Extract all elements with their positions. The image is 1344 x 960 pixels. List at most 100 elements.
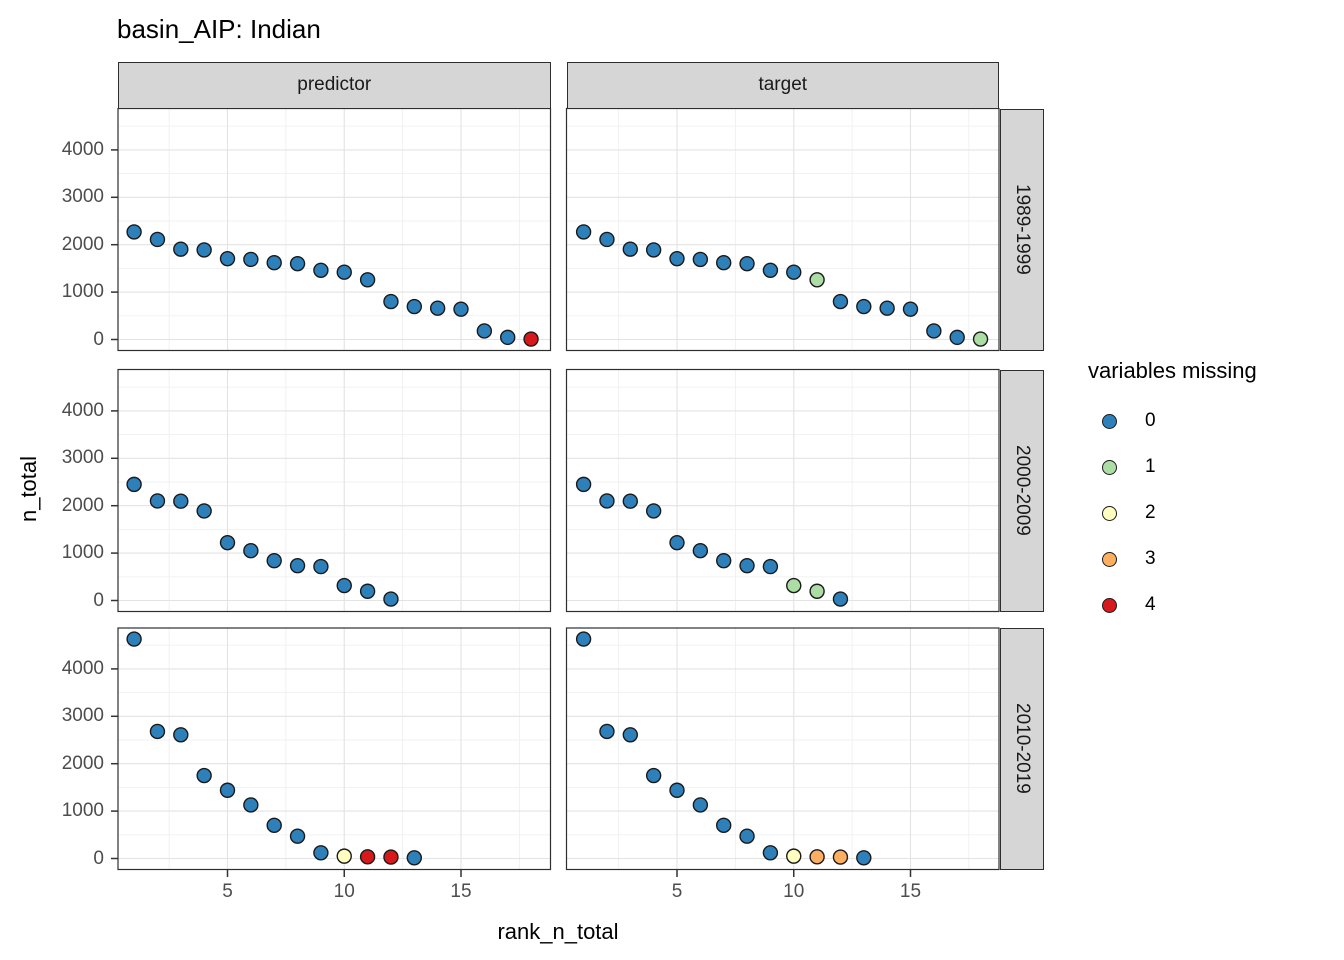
- data-point: [196, 767, 212, 784]
- data-point: [173, 493, 189, 509]
- data-point: [786, 848, 802, 864]
- data-point: [692, 251, 709, 268]
- data-point: [196, 503, 212, 519]
- data-point: [809, 272, 825, 288]
- data-point: [336, 264, 352, 280]
- data-point: [406, 298, 422, 315]
- data-point: [126, 476, 142, 493]
- data-point: [196, 242, 212, 258]
- data-point: [313, 558, 329, 575]
- data-point: [266, 255, 282, 271]
- x-tick-label: 15: [899, 881, 922, 902]
- panel-gridlines: [118, 108, 551, 351]
- data-point: [716, 817, 732, 834]
- data-point: [149, 231, 166, 248]
- panel-gridlines: [566, 369, 999, 612]
- data-point: [669, 250, 685, 267]
- data-point: [149, 723, 166, 740]
- y-tick-label: 1000: [61, 542, 104, 564]
- data-point: [762, 845, 779, 861]
- x-tick-label: 5: [671, 881, 683, 902]
- data-point: [289, 828, 306, 844]
- panel-border: [565, 627, 1000, 871]
- facet-strip-1989-1999: 1989-1999: [1000, 108, 1044, 351]
- legend-item-label: 1: [1145, 456, 1156, 477]
- facet-strip-label: 2000-2009: [1012, 445, 1033, 536]
- data-point: [453, 301, 469, 317]
- data-point: [809, 583, 825, 599]
- facet-strip-label: target: [758, 74, 808, 96]
- data-point: [716, 552, 732, 569]
- panel-predictor-2010-2019: [118, 628, 551, 870]
- panel-border: [565, 107, 1000, 352]
- legend-title: variables missing: [1088, 358, 1257, 383]
- data-point: [949, 329, 965, 346]
- legend-swatch-icon: [1102, 413, 1117, 429]
- data-point: [243, 543, 259, 559]
- data-point: [739, 828, 755, 844]
- x-axis-title: rank_n_total: [497, 919, 619, 944]
- data-point: [669, 782, 685, 798]
- data-point: [832, 591, 849, 607]
- data-point: [879, 300, 895, 316]
- legend-item-label: 0: [1145, 410, 1156, 431]
- y-tick-label: 2000: [61, 233, 104, 255]
- data-point: [856, 850, 872, 866]
- data-point: [575, 224, 592, 240]
- data-point: [429, 300, 446, 316]
- facet-strip-label: 1989-1999: [1012, 184, 1033, 275]
- data-point: [832, 293, 849, 310]
- legend-item-4: 4: [1090, 582, 1156, 628]
- points-target-2010-2019: [575, 631, 872, 866]
- data-point: [786, 264, 802, 280]
- x-tick-label: 15: [450, 881, 472, 902]
- y-tick-label: 0: [93, 328, 104, 350]
- data-point: [219, 250, 236, 267]
- legend-item-label: 4: [1145, 594, 1156, 615]
- data-point: [856, 298, 872, 315]
- data-point: [149, 493, 166, 509]
- data-point: [762, 558, 779, 575]
- data-point: [266, 552, 282, 569]
- axis-tick-marks: [111, 149, 912, 877]
- y-tick-label: 4000: [61, 657, 104, 679]
- data-point: [126, 224, 142, 240]
- data-point: [383, 591, 399, 607]
- facet-strip-label: predictor: [297, 74, 372, 96]
- legend: variables missing 0 1 2 3 4: [1088, 358, 1338, 615]
- data-point: [383, 849, 399, 865]
- y-tick-label: 4000: [61, 399, 104, 421]
- legend-item-label: 3: [1145, 548, 1156, 569]
- x-tick-label: 10: [783, 881, 805, 902]
- data-point: [523, 331, 539, 347]
- points-predictor-1989-1999: [126, 224, 539, 347]
- data-point: [219, 534, 236, 551]
- points-target-1989-1999: [575, 224, 989, 347]
- points-predictor-2000-2009: [126, 476, 399, 607]
- data-point: [500, 329, 516, 346]
- data-point: [383, 293, 399, 310]
- data-point: [692, 797, 709, 813]
- facet-strip-2000-2009: 2000-2009: [1000, 369, 1044, 612]
- data-point: [406, 850, 422, 866]
- data-point: [902, 301, 919, 317]
- legend-items: 0 1 2 3 4: [1090, 398, 1156, 628]
- plot-title: basin_AIP: Indian: [117, 14, 321, 44]
- data-point: [599, 231, 615, 248]
- data-point: [739, 255, 755, 272]
- legend-swatch-icon: [1102, 597, 1117, 613]
- data-point: [599, 493, 615, 509]
- data-point: [313, 845, 329, 861]
- data-point: [645, 503, 662, 519]
- data-point: [289, 255, 306, 272]
- panel-border: [117, 368, 552, 613]
- legend-swatch-icon: [1102, 505, 1117, 521]
- data-point: [622, 241, 638, 257]
- data-point: [126, 631, 142, 647]
- legend-item-2: 2: [1090, 490, 1156, 536]
- y-axis-title: n_total: [16, 455, 41, 523]
- panel-gridlines: [566, 628, 999, 870]
- legend-item-0: 0: [1090, 398, 1156, 444]
